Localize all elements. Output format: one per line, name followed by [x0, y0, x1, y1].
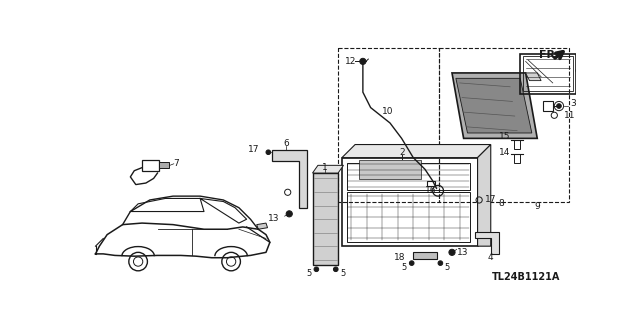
Circle shape — [410, 261, 414, 265]
Circle shape — [557, 104, 561, 108]
Text: 17: 17 — [484, 196, 496, 204]
Text: 15: 15 — [499, 132, 510, 141]
Bar — [342, 158, 477, 246]
Text: 12: 12 — [345, 57, 356, 66]
Bar — [514, 140, 520, 149]
Text: 11: 11 — [564, 111, 575, 120]
Polygon shape — [159, 162, 169, 168]
Text: 18: 18 — [394, 253, 406, 262]
Polygon shape — [477, 145, 491, 246]
Text: 8: 8 — [499, 199, 504, 208]
Polygon shape — [272, 150, 307, 208]
Circle shape — [449, 249, 455, 256]
Text: 4: 4 — [488, 253, 493, 262]
Bar — [428, 181, 435, 186]
Polygon shape — [257, 223, 268, 229]
Text: 5: 5 — [307, 270, 312, 278]
Bar — [348, 192, 470, 242]
Bar — [338, 48, 439, 202]
Polygon shape — [456, 78, 532, 133]
Text: 5: 5 — [444, 263, 449, 272]
Text: 14: 14 — [499, 148, 510, 157]
Polygon shape — [476, 232, 499, 254]
Text: TL24B1121A: TL24B1121A — [492, 272, 561, 282]
Text: 9: 9 — [534, 202, 540, 211]
Bar — [524, 56, 573, 91]
Text: 6: 6 — [284, 139, 289, 148]
Text: 5: 5 — [340, 270, 346, 278]
Text: 16: 16 — [424, 186, 436, 195]
Bar — [348, 163, 470, 190]
Bar — [142, 160, 159, 172]
Circle shape — [286, 211, 292, 217]
Text: 1: 1 — [322, 163, 328, 172]
Text: 13: 13 — [268, 214, 280, 223]
Text: 2: 2 — [399, 148, 405, 157]
Text: FR.: FR. — [539, 50, 559, 60]
Bar — [413, 252, 436, 258]
Polygon shape — [342, 145, 491, 158]
Bar — [543, 101, 553, 111]
Polygon shape — [525, 73, 541, 81]
Text: 10: 10 — [382, 107, 394, 116]
Circle shape — [314, 267, 319, 271]
Circle shape — [438, 261, 443, 265]
Circle shape — [266, 150, 271, 154]
Text: 17: 17 — [248, 145, 260, 154]
Text: 5: 5 — [402, 263, 407, 272]
Circle shape — [333, 267, 338, 271]
Bar — [439, 48, 569, 202]
Circle shape — [360, 58, 366, 64]
Text: 13: 13 — [457, 248, 468, 257]
Text: 7: 7 — [173, 159, 179, 167]
Text: 3: 3 — [570, 99, 575, 108]
Bar — [520, 54, 576, 94]
Polygon shape — [312, 173, 338, 265]
Polygon shape — [452, 73, 537, 138]
Bar — [359, 160, 421, 179]
Bar — [514, 154, 520, 163]
Polygon shape — [312, 165, 344, 173]
